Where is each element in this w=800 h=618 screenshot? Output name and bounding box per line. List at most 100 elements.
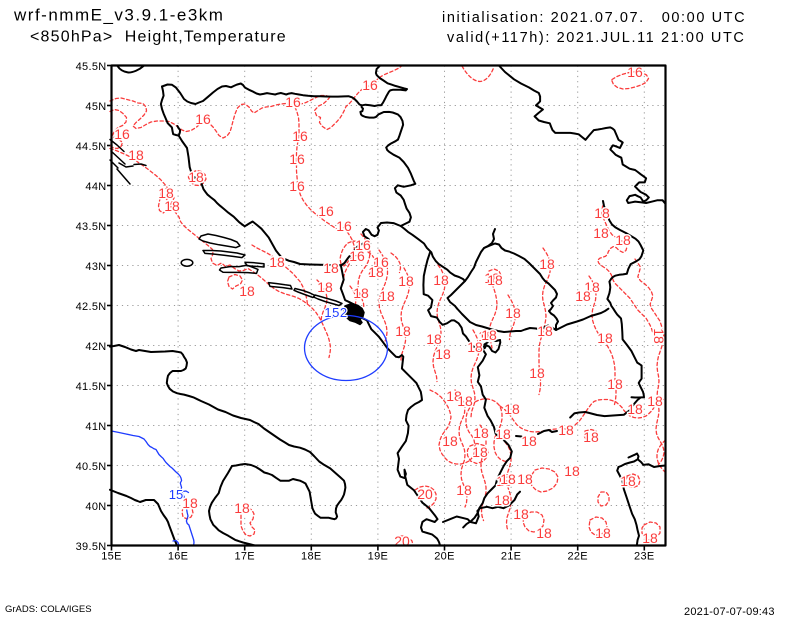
svg-text:2021-07-07-09:43: 2021-07-07-09:43 bbox=[684, 606, 775, 618]
svg-text:18: 18 bbox=[158, 185, 174, 201]
svg-text:44.5N: 44.5N bbox=[76, 141, 107, 153]
svg-text:16: 16 bbox=[292, 128, 308, 144]
svg-text:23E: 23E bbox=[634, 551, 654, 563]
svg-text:16: 16 bbox=[355, 237, 371, 253]
svg-text:18: 18 bbox=[651, 328, 667, 344]
svg-text:18: 18 bbox=[398, 273, 414, 289]
svg-text:41N: 41N bbox=[85, 421, 106, 433]
svg-text:18: 18 bbox=[615, 232, 631, 248]
svg-text:20: 20 bbox=[417, 486, 433, 502]
svg-text:16: 16 bbox=[627, 64, 643, 80]
svg-text:18: 18 bbox=[537, 323, 553, 339]
svg-text:21E: 21E bbox=[501, 551, 521, 563]
svg-text:18: 18 bbox=[558, 422, 574, 438]
svg-text:40N: 40N bbox=[85, 501, 106, 513]
svg-text:18: 18 bbox=[583, 429, 599, 445]
svg-text:18: 18 bbox=[504, 401, 520, 417]
svg-text:18: 18 bbox=[234, 500, 250, 516]
svg-text:18: 18 bbox=[164, 198, 180, 214]
svg-text:16: 16 bbox=[289, 178, 305, 194]
svg-text:18: 18 bbox=[481, 327, 497, 343]
svg-text:39.5N: 39.5N bbox=[76, 541, 107, 553]
svg-text:43N: 43N bbox=[85, 261, 106, 273]
svg-text:18: 18 bbox=[642, 530, 658, 546]
svg-text:15E: 15E bbox=[101, 551, 121, 563]
svg-text:16: 16 bbox=[349, 248, 365, 264]
svg-text:18: 18 bbox=[478, 328, 494, 344]
svg-text:18: 18 bbox=[647, 393, 663, 409]
svg-text:18: 18 bbox=[517, 471, 533, 487]
svg-text:17E: 17E bbox=[234, 551, 254, 563]
svg-text:18: 18 bbox=[395, 323, 411, 339]
svg-text:18: 18 bbox=[539, 256, 555, 272]
svg-text:18: 18 bbox=[269, 254, 285, 270]
svg-text:16: 16 bbox=[362, 77, 378, 93]
svg-text:18: 18 bbox=[239, 283, 255, 299]
svg-text:18: 18 bbox=[584, 279, 600, 295]
svg-text:18: 18 bbox=[496, 473, 512, 489]
svg-text:18: 18 bbox=[594, 205, 610, 221]
svg-text:45N: 45N bbox=[85, 101, 106, 113]
svg-text:18: 18 bbox=[323, 260, 339, 276]
svg-text:20E: 20E bbox=[434, 551, 454, 563]
svg-text:18: 18 bbox=[529, 365, 545, 381]
svg-text:18: 18 bbox=[442, 433, 458, 449]
svg-text:19E: 19E bbox=[368, 551, 388, 563]
svg-text:18: 18 bbox=[595, 525, 611, 541]
svg-text:18: 18 bbox=[473, 425, 489, 441]
svg-text:<850hPa> Height,Temperature: <850hPa> Height,Temperature bbox=[30, 29, 287, 46]
svg-text:18: 18 bbox=[513, 506, 529, 522]
svg-text:18: 18 bbox=[472, 444, 488, 460]
svg-text:18: 18 bbox=[575, 288, 591, 304]
svg-text:18: 18 bbox=[487, 272, 503, 288]
svg-text:initialisation: 2021.07.07.: initialisation: 2021.07.07. 00:00 UTC bbox=[442, 10, 746, 26]
svg-text:16E: 16E bbox=[168, 551, 188, 563]
svg-text:18: 18 bbox=[456, 482, 472, 498]
svg-text:18: 18 bbox=[433, 272, 449, 288]
svg-text:18: 18 bbox=[536, 525, 552, 541]
svg-text:18: 18 bbox=[484, 270, 500, 286]
svg-text:18: 18 bbox=[597, 330, 613, 346]
svg-text:22E: 22E bbox=[567, 551, 587, 563]
svg-text:wrf-nmmE_v3.9.1-e3km: wrf-nmmE_v3.9.1-e3km bbox=[13, 6, 224, 25]
svg-text:45.5N: 45.5N bbox=[76, 61, 107, 73]
svg-text:18: 18 bbox=[353, 285, 369, 301]
svg-text:18: 18 bbox=[128, 147, 144, 163]
svg-text:41.5N: 41.5N bbox=[76, 381, 107, 393]
svg-text:18: 18 bbox=[593, 225, 609, 241]
svg-text:18: 18 bbox=[457, 393, 473, 409]
svg-text:16: 16 bbox=[373, 254, 389, 270]
svg-text:16: 16 bbox=[336, 218, 352, 234]
svg-text:18: 18 bbox=[435, 346, 451, 362]
svg-text:15: 15 bbox=[169, 487, 183, 502]
svg-text:18E: 18E bbox=[301, 551, 321, 563]
svg-text:44N: 44N bbox=[85, 181, 106, 193]
svg-text:16: 16 bbox=[285, 94, 301, 110]
svg-text:18: 18 bbox=[500, 471, 516, 487]
svg-text:18: 18 bbox=[564, 463, 580, 479]
svg-text:42N: 42N bbox=[85, 341, 106, 353]
svg-text:18: 18 bbox=[521, 433, 537, 449]
svg-text:40.5N: 40.5N bbox=[76, 461, 107, 473]
svg-text:16: 16 bbox=[318, 203, 334, 219]
svg-text:18: 18 bbox=[188, 169, 204, 185]
svg-text:18: 18 bbox=[317, 279, 333, 295]
svg-text:18: 18 bbox=[182, 495, 198, 511]
svg-text:42.5N: 42.5N bbox=[76, 301, 107, 313]
svg-text:GrADS: COLA/IGES: GrADS: COLA/IGES bbox=[5, 604, 92, 615]
svg-text:18: 18 bbox=[627, 401, 643, 417]
svg-text:18: 18 bbox=[379, 288, 395, 304]
svg-text:16: 16 bbox=[195, 111, 211, 127]
svg-text:152: 152 bbox=[324, 305, 347, 320]
svg-text:18: 18 bbox=[426, 331, 442, 347]
svg-text:16: 16 bbox=[114, 126, 130, 142]
svg-text:18: 18 bbox=[607, 376, 623, 392]
svg-text:16: 16 bbox=[289, 151, 305, 167]
svg-text:18: 18 bbox=[495, 426, 511, 442]
svg-text:18: 18 bbox=[505, 305, 521, 321]
svg-text:18: 18 bbox=[368, 264, 384, 280]
svg-text:18: 18 bbox=[467, 339, 483, 355]
svg-text:18: 18 bbox=[620, 473, 636, 489]
svg-text:18: 18 bbox=[494, 492, 510, 508]
svg-text:18: 18 bbox=[446, 388, 462, 404]
